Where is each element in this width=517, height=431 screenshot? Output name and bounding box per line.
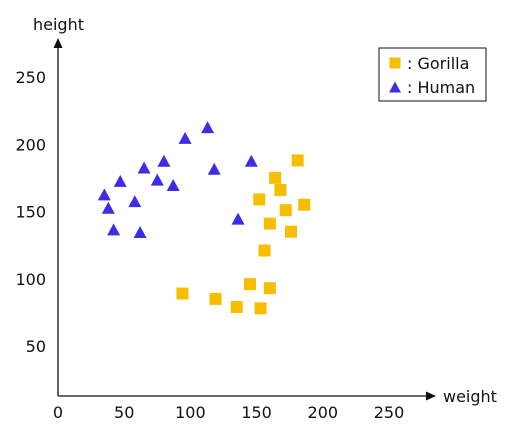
gorilla-point [298,198,311,211]
gorilla-point [230,300,243,313]
axes: weight height [33,15,497,406]
gorilla-point [291,154,304,167]
data-points [97,121,311,315]
y-tick-label: 250 [15,68,46,87]
gorilla-point [254,302,267,315]
gorilla-point [176,287,189,300]
human-point [133,226,147,239]
human-point [113,174,127,187]
y-tick-label: 200 [15,135,46,154]
legend: : Gorilla : Human [378,47,487,102]
human-point [178,131,192,144]
y-axis-arrow [53,38,63,48]
gorilla-point [263,282,276,295]
human-point [231,212,245,225]
x-axis-title: weight [443,387,497,406]
x-tick-label: 250 [374,403,405,422]
gorilla-point [253,193,266,206]
x-tick-label: 0 [53,403,63,422]
gorilla-point [269,171,282,184]
legend-human-label: : Human [407,78,475,97]
y-tick-label: 50 [26,337,46,356]
y-tick-labels: 50 100 150 200 250 [15,68,46,356]
human-point [107,223,121,236]
gorilla-point [279,204,292,217]
human-point [244,154,258,167]
y-tick-label: 150 [15,203,46,222]
gorilla-point [209,292,222,305]
legend-gorilla-marker [389,57,401,69]
human-point [166,178,180,191]
human-point [97,188,111,201]
gorilla-point [285,225,298,238]
x-tick-label: 150 [241,403,272,422]
x-tick-label: 100 [175,403,206,422]
x-tick-label: 200 [308,403,339,422]
x-tick-label: 50 [114,403,134,422]
x-axis-arrow [426,391,436,401]
x-tick-labels: 0 50 100 150 200 250 [53,403,404,422]
legend-human-marker [389,81,401,93]
gorilla-point [274,183,287,196]
human-point [150,173,164,186]
human-point [101,201,115,214]
human-point [201,121,215,134]
gorilla-point [258,244,271,257]
gorilla-point [263,217,276,230]
human-point [157,154,171,167]
gorilla-point [243,278,256,291]
legend-gorilla-label: : Gorilla [407,54,469,73]
y-axis-title: height [33,15,84,34]
y-tick-label: 100 [15,270,46,289]
human-point [128,195,142,208]
human-point [207,162,221,175]
human-point [137,161,151,174]
